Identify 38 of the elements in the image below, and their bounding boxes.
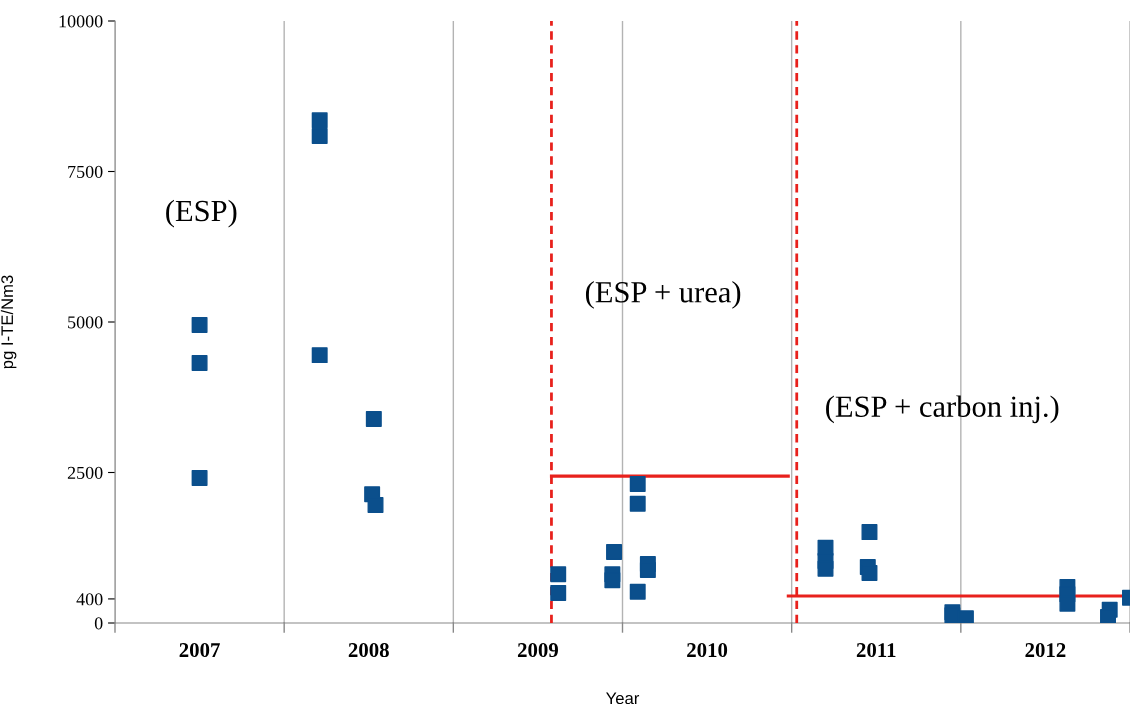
point <box>1100 609 1116 623</box>
annotation: (ESP + carbon inj.) <box>826 395 1059 424</box>
x-tick-label: 2008 <box>348 643 389 658</box>
point <box>191 317 208 333</box>
point <box>311 112 328 129</box>
point <box>606 543 623 560</box>
annotation: (ESP) <box>166 199 237 228</box>
x-tick-label: 2012 <box>1025 643 1066 658</box>
point <box>311 128 328 144</box>
x-axis-title: Year <box>606 692 640 704</box>
point <box>1059 595 1076 612</box>
point <box>629 495 646 512</box>
point <box>367 497 384 513</box>
y-tick-label: 0 <box>94 617 103 630</box>
y-tick-label: 7500 <box>68 165 103 178</box>
point <box>550 566 567 583</box>
point <box>861 524 878 541</box>
y-tick-label: 400 <box>76 593 103 606</box>
point <box>191 469 208 486</box>
y-tick-label: 5000 <box>68 316 103 329</box>
point <box>861 565 878 582</box>
point <box>817 560 834 577</box>
x-tick-label: 2011 <box>856 643 896 658</box>
point <box>311 347 328 364</box>
point <box>365 410 382 427</box>
y-axis-title: pg I-TE/Nm3 <box>0 275 17 369</box>
point <box>550 584 567 601</box>
y-tick-label: 10000 <box>59 15 103 28</box>
y-tick-label: 2500 <box>67 466 103 479</box>
point <box>629 475 646 492</box>
x-tick-label: 2007 <box>179 643 220 658</box>
x-tick-label: 2010 <box>687 643 728 658</box>
x-tick-label: 2009 <box>517 643 558 658</box>
point <box>639 562 656 579</box>
point <box>629 583 646 600</box>
point <box>191 354 208 371</box>
annotation: (ESP + urea) <box>585 281 741 309</box>
point <box>604 572 621 589</box>
